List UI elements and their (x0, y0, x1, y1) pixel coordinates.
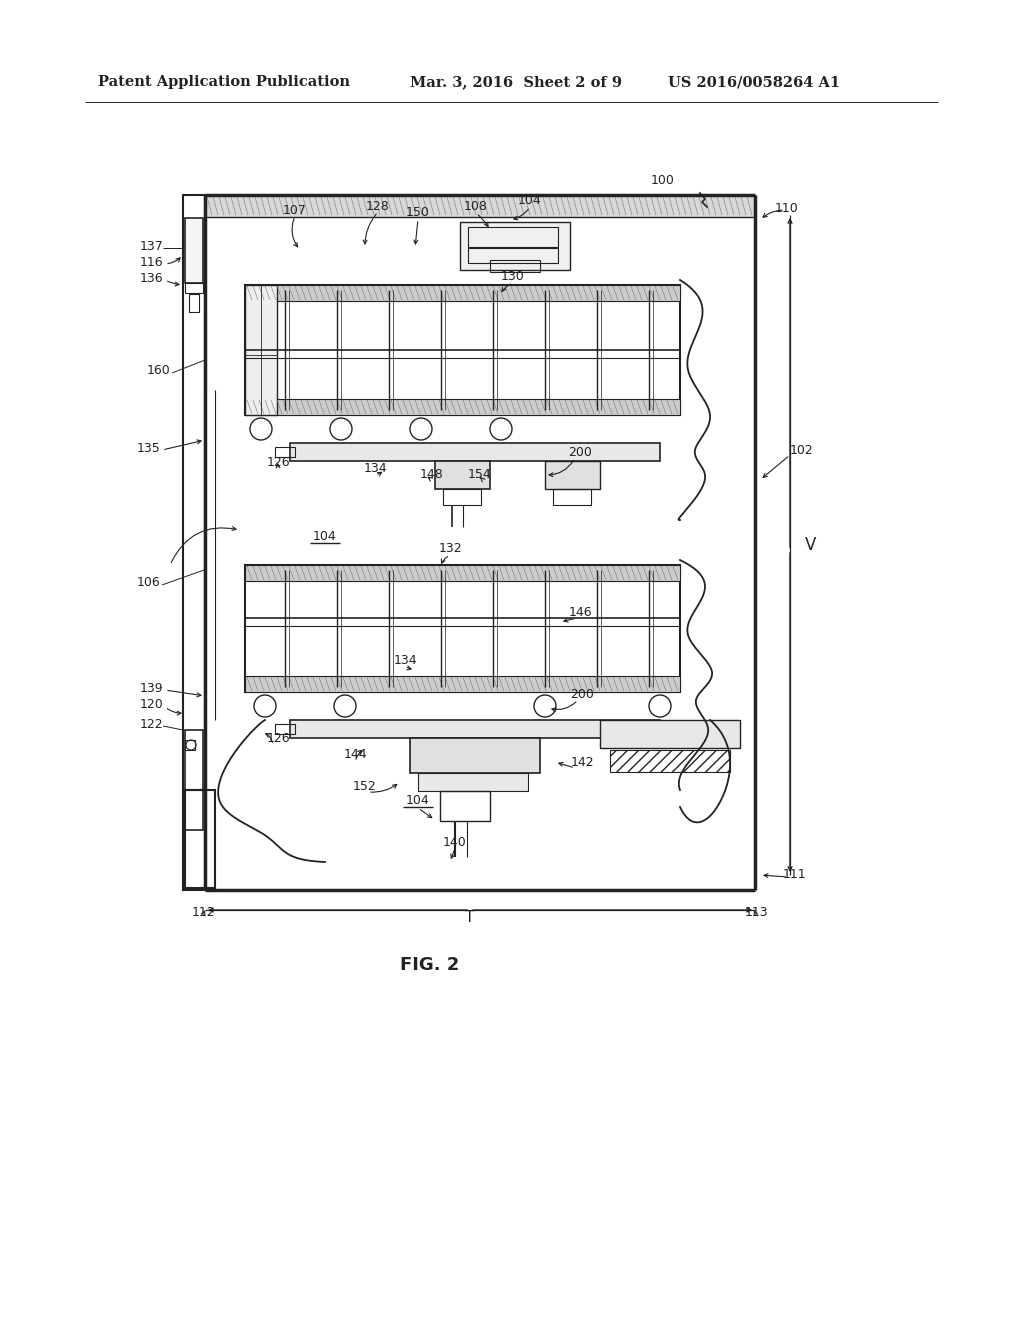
Bar (600, 719, 740, 748)
Text: 148: 148 (420, 467, 443, 480)
Bar (290, 719, 660, 738)
Text: 146: 146 (568, 606, 592, 619)
Bar (545, 461, 600, 488)
Text: 120: 120 (139, 698, 163, 711)
Text: 134: 134 (393, 653, 417, 667)
Text: Mar. 3, 2016  Sheet 2 of 9: Mar. 3, 2016 Sheet 2 of 9 (410, 75, 622, 88)
Text: 104: 104 (313, 529, 337, 543)
Bar (440, 791, 490, 821)
Text: 122: 122 (139, 718, 163, 730)
Text: 107: 107 (283, 203, 307, 216)
Text: US 2016/0058264 A1: US 2016/0058264 A1 (668, 75, 840, 88)
Bar (275, 723, 295, 734)
Text: 126: 126 (266, 457, 290, 470)
Text: 200: 200 (570, 688, 594, 701)
Text: 137: 137 (139, 239, 163, 252)
Text: T: T (465, 911, 475, 925)
Bar (468, 248, 558, 263)
Text: 112: 112 (191, 906, 215, 919)
Text: 126: 126 (266, 731, 290, 744)
Text: 142: 142 (570, 755, 594, 768)
Bar (443, 488, 481, 506)
Bar (189, 294, 199, 312)
Bar (410, 738, 540, 774)
Bar (185, 282, 203, 293)
Text: 200: 200 (568, 446, 592, 459)
Text: 116: 116 (139, 256, 163, 268)
Bar (435, 461, 490, 488)
Bar (185, 730, 203, 830)
Bar (205, 195, 755, 216)
Bar (185, 218, 203, 282)
Bar (275, 447, 295, 457)
Bar (418, 774, 528, 791)
Bar (490, 260, 540, 272)
Bar (460, 222, 570, 271)
Bar (185, 741, 195, 750)
Bar (610, 750, 730, 772)
Text: 144: 144 (343, 748, 367, 762)
Text: 100: 100 (651, 173, 675, 186)
Text: FIG. 2: FIG. 2 (400, 956, 460, 974)
Text: 108: 108 (464, 201, 488, 214)
Text: Patent Application Publication: Patent Application Publication (98, 75, 350, 88)
Bar (553, 488, 591, 506)
Text: 136: 136 (139, 272, 163, 285)
Text: 134: 134 (364, 462, 387, 474)
Bar (245, 399, 680, 414)
Bar (245, 565, 680, 692)
Text: 104: 104 (407, 793, 430, 807)
Text: 102: 102 (790, 444, 814, 457)
Text: 160: 160 (146, 363, 170, 376)
Text: 150: 150 (407, 206, 430, 219)
Bar (245, 676, 680, 692)
Text: 106: 106 (136, 576, 160, 589)
Text: 110: 110 (775, 202, 799, 214)
Bar (183, 195, 205, 890)
Bar (290, 444, 660, 461)
Text: 111: 111 (783, 869, 807, 882)
Text: 104: 104 (518, 194, 542, 206)
Text: 154: 154 (468, 467, 492, 480)
Bar (468, 227, 558, 247)
Bar (245, 285, 680, 414)
Bar (245, 285, 278, 414)
Text: V: V (805, 536, 816, 554)
Text: 139: 139 (139, 681, 163, 694)
Bar (245, 565, 680, 581)
Text: 128: 128 (367, 199, 390, 213)
Bar (185, 789, 215, 888)
Text: 140: 140 (443, 836, 467, 849)
Text: 135: 135 (136, 441, 160, 454)
Text: 152: 152 (353, 780, 377, 792)
Bar (245, 285, 680, 301)
Text: 113: 113 (744, 906, 768, 919)
Text: 132: 132 (438, 541, 462, 554)
Text: 130: 130 (501, 269, 525, 282)
